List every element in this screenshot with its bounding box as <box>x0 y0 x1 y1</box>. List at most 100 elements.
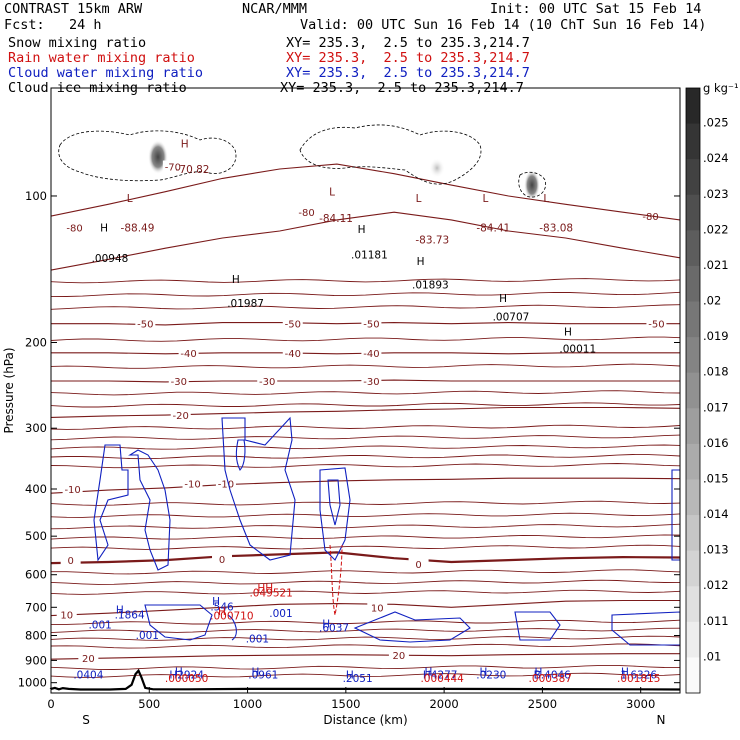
isotherm-line <box>51 336 680 342</box>
isotherm-line <box>51 599 680 617</box>
extremum-label: .000050 <box>165 673 208 685</box>
isotherm-label: -10 <box>184 480 200 491</box>
extremum-label: H4277 <box>423 669 458 681</box>
isotherm-label: -40 <box>363 349 379 360</box>
extremum-label: H <box>417 256 425 268</box>
colorbar-level-label: .021 <box>703 258 729 272</box>
colorbar-swatch <box>686 265 700 303</box>
rain-contour-1 <box>329 544 343 616</box>
colorbar: .025 .024 .023 .022 .021 .02 .019 .018 .017 .016.… <box>685 81 739 694</box>
isotherm-line <box>51 291 680 297</box>
endpoint-right: N <box>657 713 666 727</box>
header-center-1: NCAR/MMM <box>242 1 308 17</box>
isotherm-line <box>51 551 680 565</box>
isotherm-label-bg <box>60 554 81 566</box>
colorbar-level-label: .018 <box>703 365 729 379</box>
snow-blob-3 <box>429 158 445 178</box>
extremum-label: .001 <box>269 608 292 620</box>
isotherm-line <box>51 211 680 271</box>
ice-contour-3 <box>518 171 547 198</box>
cloud-ice-contours <box>58 124 547 198</box>
isotherm-line <box>51 500 680 506</box>
isotherm-line <box>51 424 680 430</box>
extremum-label: H <box>218 606 226 618</box>
extremum-label: .2051 <box>343 673 373 685</box>
isotherm-line <box>51 664 680 670</box>
colorbar-swatch <box>686 621 700 658</box>
isotherm-label: -80 <box>298 208 314 219</box>
extremum-label: .0961 <box>248 669 278 681</box>
isotherm-label: -50 <box>648 320 664 331</box>
extremum-label: H <box>346 669 354 681</box>
colorbar-swatch <box>686 657 700 694</box>
extremum-label: .546 <box>210 601 234 613</box>
header-right-2: Valid: 00 UTC Sun 16 Feb 14 (10 ChT Sun … <box>300 17 707 33</box>
extremum-label: .6037 <box>319 623 349 635</box>
x-tick-label: 3000 <box>626 697 655 711</box>
extremum-label: .001 <box>136 630 159 642</box>
isotherm-line <box>51 635 680 641</box>
extremum-label: H <box>424 666 432 678</box>
extremum-label: H <box>479 666 487 678</box>
isotherm-line <box>51 163 680 221</box>
colorbar-swatch <box>686 550 700 587</box>
extremum-label: -83.08 <box>539 222 573 234</box>
x-axis-label: Distance (km) <box>323 713 407 727</box>
extremum-label: L <box>329 187 335 199</box>
extremum-label: -88.49 <box>121 222 155 234</box>
extremum-label: L <box>127 193 133 205</box>
cloud-water-contour-11 <box>611 611 680 646</box>
extremum-label: .000444 <box>420 673 464 685</box>
isotherm-label-bg <box>170 409 191 421</box>
temperature-contours: -80 -80 -80 -70 -50 -50 -50 -50 -40 -40 -40 -30 -30 -… <box>51 160 680 678</box>
colorbar-swatch <box>686 515 700 552</box>
extremum-label: H <box>232 274 240 286</box>
cloud-water-contour-5 <box>319 467 351 561</box>
isotherm-label: -30 <box>363 377 379 388</box>
colorbar-swatch <box>686 230 700 267</box>
y-tick-label: 900 <box>25 653 47 667</box>
colorbar-level-label: .015 <box>703 471 729 485</box>
field-xy-snow: XY= 235.3, 2.5 to 235.3,214.7 <box>286 35 530 51</box>
extremum-label: .001 <box>88 620 111 632</box>
cloud-water-contours <box>93 416 680 646</box>
isotherm-label: 20 <box>393 651 406 662</box>
colorbar-swatch <box>686 194 700 231</box>
extremum-label: H <box>175 666 183 678</box>
colorbar-swatch <box>686 337 700 374</box>
isotherm-label-bg <box>646 317 667 329</box>
extremum-label: H <box>535 666 543 678</box>
cloud-water-contour-2 <box>128 449 171 571</box>
colorbar-level-label: .023 <box>703 187 729 201</box>
colorbar-swatch <box>686 301 700 338</box>
colorbar-swatch <box>686 123 700 160</box>
extremum-label: .00948 <box>92 253 129 265</box>
isotherm-label-bg <box>212 552 233 564</box>
isotherm-label: -10 <box>218 480 234 491</box>
y-tick-label: 300 <box>25 421 47 435</box>
isotherm-line <box>51 390 680 396</box>
rain-water-contours <box>329 544 343 616</box>
isotherm-label: -10 <box>64 485 80 496</box>
isotherm-line <box>51 653 680 660</box>
axes: 0 500 1000 1500 2000 2500 30001002003004005006… <box>2 189 680 727</box>
colorbar-swatch <box>686 372 700 409</box>
extremum-label: H2924 <box>169 669 204 681</box>
isotherm-label-bg <box>56 608 77 620</box>
isotherm-line <box>51 512 680 518</box>
isotherm-label-bg <box>78 652 99 664</box>
extremum-label: L <box>543 193 549 205</box>
isotherm-label-bg <box>361 317 382 329</box>
isotherm-label: 10 <box>60 611 73 622</box>
isotherm-line <box>51 569 680 575</box>
terrain-profile <box>49 668 681 691</box>
isotherm-line <box>51 304 680 310</box>
extremum-label: 1.6326 <box>620 669 657 681</box>
extremum-label: .0404 <box>73 669 103 681</box>
cloud-water-contour-7 <box>144 604 213 641</box>
isotherm-label: -50 <box>137 320 153 331</box>
field-label-rain: Rain water mixing ratio <box>8 50 195 66</box>
colorbar-swatch <box>686 159 700 196</box>
isotherm-label: -30 <box>259 377 275 388</box>
isotherm-label: 0 <box>67 556 73 567</box>
